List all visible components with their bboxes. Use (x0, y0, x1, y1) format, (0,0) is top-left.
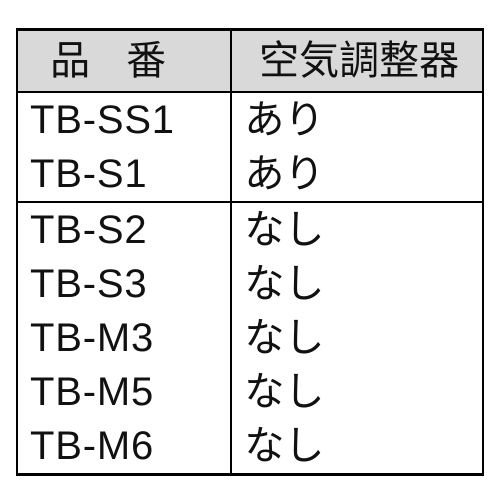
spec-table: 品番 空気調整器 TB-SS1ありTB-S1ありTB-S2なしTB-S3なしTB… (16, 28, 484, 476)
table-header-row: 品番 空気調整器 (17, 30, 483, 93)
col-header-partno: 品番 (17, 30, 231, 93)
cell-partno: TB-S3 (17, 257, 231, 311)
col-header-air: 空気調整器 (231, 30, 483, 93)
cell-partno: TB-S2 (17, 202, 231, 257)
cell-air: なし (231, 202, 483, 257)
table-row: TB-S3なし (17, 257, 483, 311)
table-row: TB-M3なし (17, 311, 483, 365)
cell-air: なし (231, 419, 483, 475)
table-row: TB-M5なし (17, 365, 483, 419)
cell-air: なし (231, 257, 483, 311)
cell-partno: TB-SS1 (17, 92, 231, 147)
cell-air: あり (231, 147, 483, 202)
table-row: TB-SS1あり (17, 92, 483, 147)
table-row: TB-S2なし (17, 202, 483, 257)
table-body: TB-SS1ありTB-S1ありTB-S2なしTB-S3なしTB-M3なしTB-M… (17, 92, 483, 475)
table-row: TB-S1あり (17, 147, 483, 202)
cell-air: なし (231, 311, 483, 365)
cell-partno: TB-M3 (17, 311, 231, 365)
cell-air: なし (231, 365, 483, 419)
cell-partno: TB-S1 (17, 147, 231, 202)
table-row: TB-M6なし (17, 419, 483, 475)
cell-partno: TB-M6 (17, 419, 231, 475)
cell-air: あり (231, 92, 483, 147)
cell-partno: TB-M5 (17, 365, 231, 419)
